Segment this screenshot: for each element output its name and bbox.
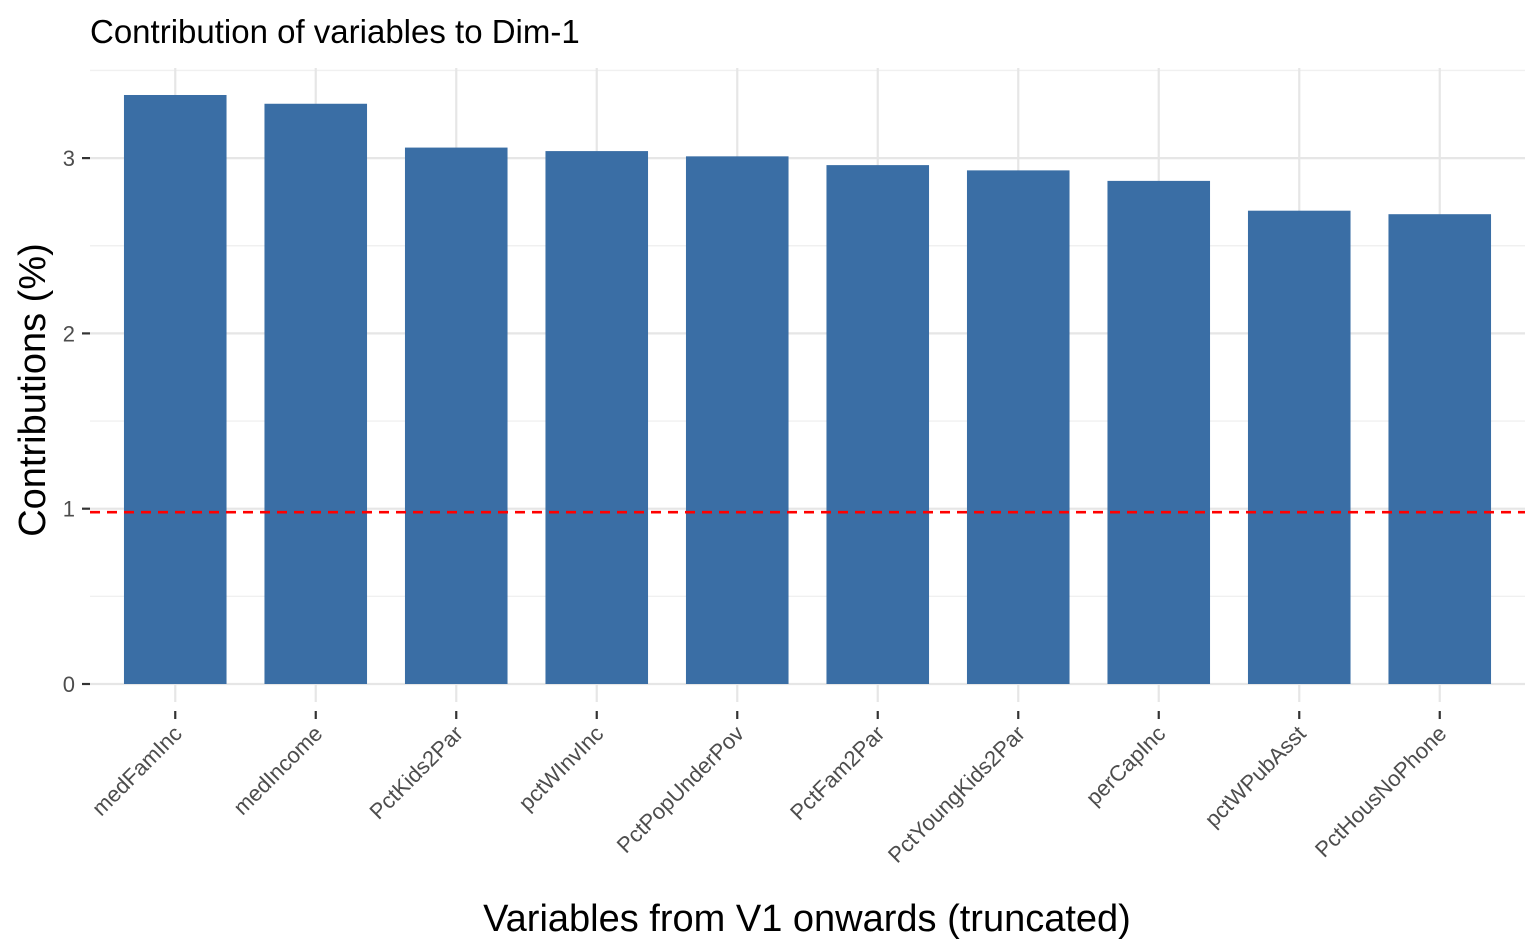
bar-pctWInvInc (545, 151, 649, 684)
x-tick-label: pctWPubAsst (1200, 721, 1311, 832)
bar-layer (123, 94, 1492, 685)
bar-PctFam2Par (826, 165, 930, 684)
bar-perCapInc (1107, 180, 1211, 685)
bar-medFamInc (123, 94, 227, 684)
x-tick-label: medIncome (228, 721, 327, 820)
y-tick-label: 0 (63, 672, 75, 697)
bar-medIncome (264, 103, 368, 684)
x-axis-title: Variables from V1 onwards (truncated) (483, 898, 1131, 940)
x-tick-label: perCapInc (1081, 721, 1170, 810)
y-tick-label: 2 (63, 321, 75, 346)
x-tick-label: PctFam2Par (785, 721, 889, 825)
chart-title: Contribution of variables to Dim-1 (90, 13, 580, 50)
x-tick-label: medFamInc (87, 721, 187, 821)
bar-PctPopUnderPov (685, 156, 789, 685)
bar-PctKids2Par (404, 147, 508, 684)
bar-pctWPubAsst (1247, 210, 1351, 684)
y-tick-label: 1 (63, 497, 75, 522)
x-tick-label: PctHousNoPhone (1310, 721, 1451, 862)
y-axis-title: Contributions (%) (12, 243, 54, 537)
x-tick-label: PctYoungKids2Par (883, 721, 1030, 868)
bar-PctHousNoPhone (1388, 214, 1492, 685)
x-tick-label: pctWInvInc (514, 721, 609, 816)
x-tick-label: PctKids2Par (365, 721, 468, 824)
bar-PctYoungKids2Par (966, 170, 1070, 685)
y-tick-label: 3 (63, 146, 75, 171)
x-tick-label: PctPopUnderPov (612, 721, 749, 858)
